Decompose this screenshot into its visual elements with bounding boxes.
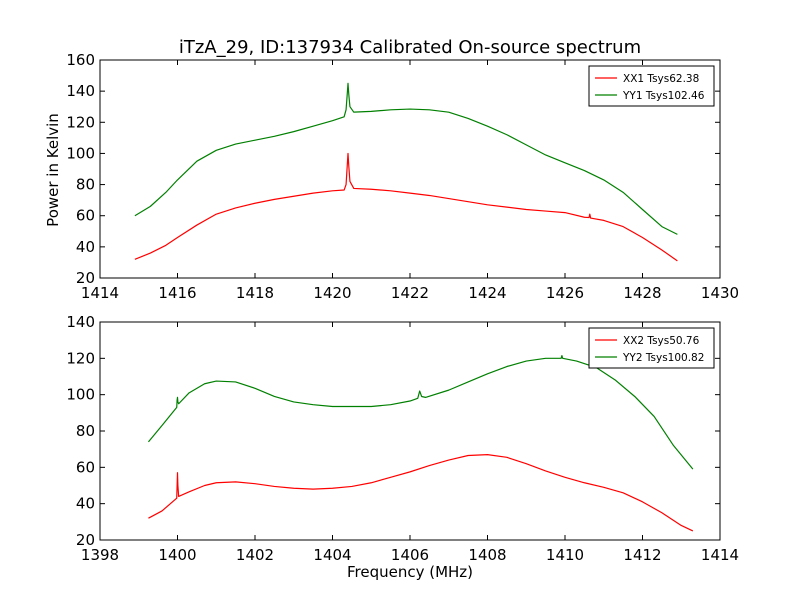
y-tick-label: 100 — [66, 144, 95, 162]
y-axis-label: Power in Kelvin — [44, 113, 62, 227]
chart-title: iTzA_29, ID:137934 Calibrated On-source … — [179, 37, 641, 58]
x-tick-label: 1426 — [546, 284, 584, 302]
y-tick-label: 120 — [66, 113, 95, 131]
x-tick-label: 1422 — [391, 284, 429, 302]
series-line-1-1 — [134, 152, 678, 262]
y-tick-label: 60 — [76, 458, 95, 476]
x-tick-label: 1406 — [391, 546, 429, 564]
x-tick-label: 1410 — [546, 546, 584, 564]
y-tick-label: 40 — [76, 495, 95, 513]
x-tick-label: 1398 — [81, 546, 119, 564]
legend-box — [588, 65, 715, 107]
y-tick-label: 120 — [66, 349, 95, 367]
x-tick-label: 1408 — [468, 546, 506, 564]
y-tick-label: 160 — [66, 51, 95, 69]
x-axis-label: Frequency (MHz) — [347, 563, 473, 581]
series-line-1-2 — [134, 82, 678, 235]
y-tick-label: 20 — [76, 269, 95, 287]
x-tick-label: 1404 — [313, 546, 351, 564]
y-tick-label: 60 — [76, 207, 95, 225]
legend-box — [588, 327, 715, 369]
x-tick-label: 1420 — [313, 284, 351, 302]
legend-label: XX2 Tsys50.76 — [623, 335, 700, 347]
x-tick-label: 1418 — [236, 284, 274, 302]
y-tick-label: 80 — [76, 422, 95, 440]
legend-label: YY1 Tsys102.46 — [622, 90, 705, 102]
x-tick-label: 1424 — [468, 284, 506, 302]
x-tick-label: 1416 — [158, 284, 196, 302]
legend-label: YY2 Tsys100.82 — [622, 352, 704, 364]
y-tick-label: 20 — [76, 531, 95, 549]
x-tick-label: 1414 — [81, 284, 119, 302]
y-tick-label: 140 — [66, 82, 95, 100]
series-line-2-1 — [148, 454, 694, 532]
x-tick-label: 1400 — [158, 546, 196, 564]
x-tick-label: 1428 — [623, 284, 661, 302]
y-tick-label: 80 — [76, 176, 95, 194]
x-tick-label: 1414 — [701, 546, 739, 564]
legend-label: XX1 Tsys62.38 — [623, 73, 699, 85]
bottom-plot-panel: 1398 1400 1402 1404 1406 1408 1410 1412 1414 20 40… — [66, 313, 739, 564]
series-line-2-2 — [147, 355, 694, 470]
x-tick-label: 1402 — [236, 546, 274, 564]
x-tick-label: 1412 — [623, 546, 661, 564]
top-plot-panel: 1414 1416 1418 1420 1422 1424 1426 1428 1430 20 40… — [66, 51, 739, 302]
y-tick-label: 40 — [76, 238, 95, 256]
y-tick-label: 140 — [66, 313, 95, 331]
y-tick-label: 100 — [66, 386, 95, 404]
x-tick-label: 1430 — [701, 284, 739, 302]
